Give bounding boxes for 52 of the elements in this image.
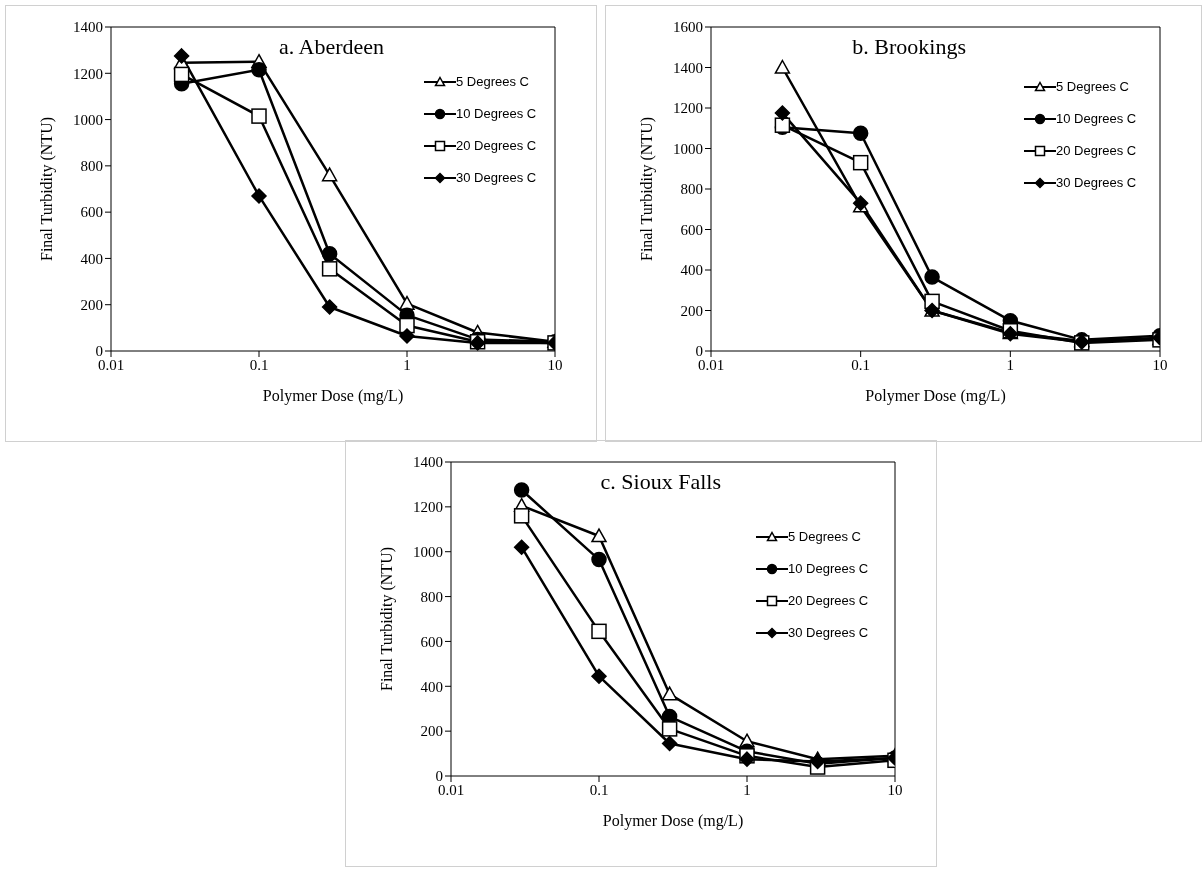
x-tick-label: 10 xyxy=(1152,356,1168,373)
y-tick-label: 600 xyxy=(680,221,703,238)
y-tick-label: 400 xyxy=(80,250,103,267)
legend-label: 5 Degrees C xyxy=(456,73,529,91)
y-tick-label: 400 xyxy=(680,262,703,279)
x-tick-label: 10 xyxy=(547,356,563,373)
x-axis-title: Polymer Dose (mg/L) xyxy=(602,812,744,830)
chart-title: b. Brookings xyxy=(852,34,966,60)
y-tick-label: 200 xyxy=(80,297,103,314)
y-tick-label: 1200 xyxy=(413,499,443,516)
x-tick-label: 1 xyxy=(1006,356,1015,373)
legend-label: 30 Degrees C xyxy=(788,624,869,642)
y-tick-label: 600 xyxy=(420,633,443,650)
y-tick-label: 1200 xyxy=(673,100,703,117)
y-tick-label: 1000 xyxy=(673,140,703,157)
y-axis-title: Final Turbidity (NTU) xyxy=(377,546,396,692)
legend-label: 20 Degrees C xyxy=(456,137,537,155)
chart-title: c. Sioux Falls xyxy=(600,469,721,495)
y-tick-label: 1400 xyxy=(73,19,103,36)
legend-label: 5 Degrees C xyxy=(788,528,861,546)
y-axis-title: Final Turbidity (NTU) xyxy=(637,116,656,262)
y-tick-label: 600 xyxy=(80,204,103,221)
y-tick-label: 200 xyxy=(420,723,443,740)
y-tick-label: 400 xyxy=(420,678,443,695)
x-tick-label: 0.1 xyxy=(851,356,871,373)
legend-label: 10 Degrees C xyxy=(788,560,869,578)
y-tick-label: 1600 xyxy=(673,19,703,36)
y-tick-label: 800 xyxy=(680,181,703,198)
y-tick-label: 1000 xyxy=(413,544,443,561)
chart-title: a. Aberdeen xyxy=(278,34,384,60)
legend-label: 10 Degrees C xyxy=(1056,110,1137,128)
y-axis-title: Final Turbidity (NTU) xyxy=(37,116,56,262)
x-tick-label: 0.1 xyxy=(249,356,269,373)
legend-label: 5 Degrees C xyxy=(1056,78,1129,96)
x-tick-label: 1 xyxy=(403,356,411,373)
y-tick-label: 1400 xyxy=(673,59,703,76)
y-tick-label: 1000 xyxy=(73,111,103,128)
x-tick-label: 10 xyxy=(887,781,903,798)
x-axis-title: Polymer Dose (mg/L) xyxy=(262,387,404,405)
y-tick-label: 800 xyxy=(80,158,103,175)
x-axis-title: Polymer Dose (mg/L) xyxy=(865,387,1006,405)
legend-label: 20 Degrees C xyxy=(1056,142,1137,160)
legend-label: 10 Degrees C xyxy=(456,105,537,123)
legend-label: 30 Degrees C xyxy=(1056,174,1137,192)
legend-label: 30 Degrees C xyxy=(456,169,537,187)
y-tick-label: 800 xyxy=(420,588,443,605)
y-tick-label: 1400 xyxy=(413,454,443,471)
x-tick-label: 1 xyxy=(743,781,751,798)
y-tick-label: 1200 xyxy=(73,65,103,82)
legend-label: 20 Degrees C xyxy=(788,592,869,610)
x-tick-label: 0.1 xyxy=(589,781,609,798)
y-tick-label: 200 xyxy=(680,302,703,319)
